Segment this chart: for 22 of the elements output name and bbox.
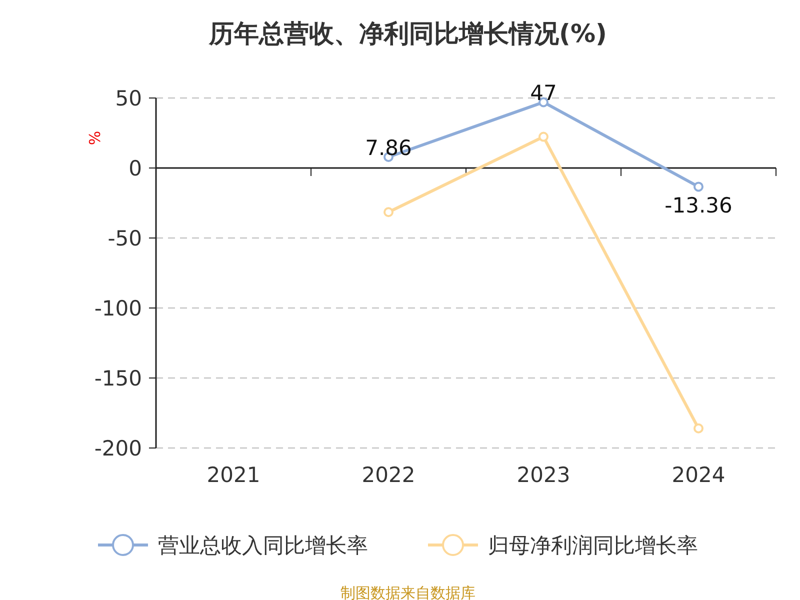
x-tick-label: 2023 [516, 463, 570, 487]
y-tick-label: -50 [108, 226, 142, 250]
y-axis-title: % [86, 130, 104, 146]
legend-label: 营业总收入同比增长率 [158, 533, 368, 558]
text: 制图数据来自数据库 [340, 584, 476, 600]
point [694, 182, 704, 192]
chart-title: 历年总营收、净利同比增长情况(%) [208, 19, 607, 48]
y-tick-label: -150 [94, 366, 142, 390]
point [694, 423, 704, 434]
point [538, 132, 548, 142]
y-tick-label: -100 [94, 296, 142, 320]
x-tick-label: 2021 [206, 463, 260, 487]
data-label: 7.86 [365, 136, 412, 160]
x-tick-label: 2024 [672, 463, 726, 487]
point [384, 207, 394, 218]
x-tick-label: 2022 [362, 463, 416, 487]
y-tick-label: 0 [128, 156, 142, 180]
data-label: 47 [530, 81, 557, 106]
data-label: -13.36 [664, 194, 732, 218]
y-tick-label: -200 [94, 436, 142, 460]
legend-label: 归母净利润同比增长率 [488, 533, 698, 558]
y-tick-label: 50 [115, 86, 142, 110]
